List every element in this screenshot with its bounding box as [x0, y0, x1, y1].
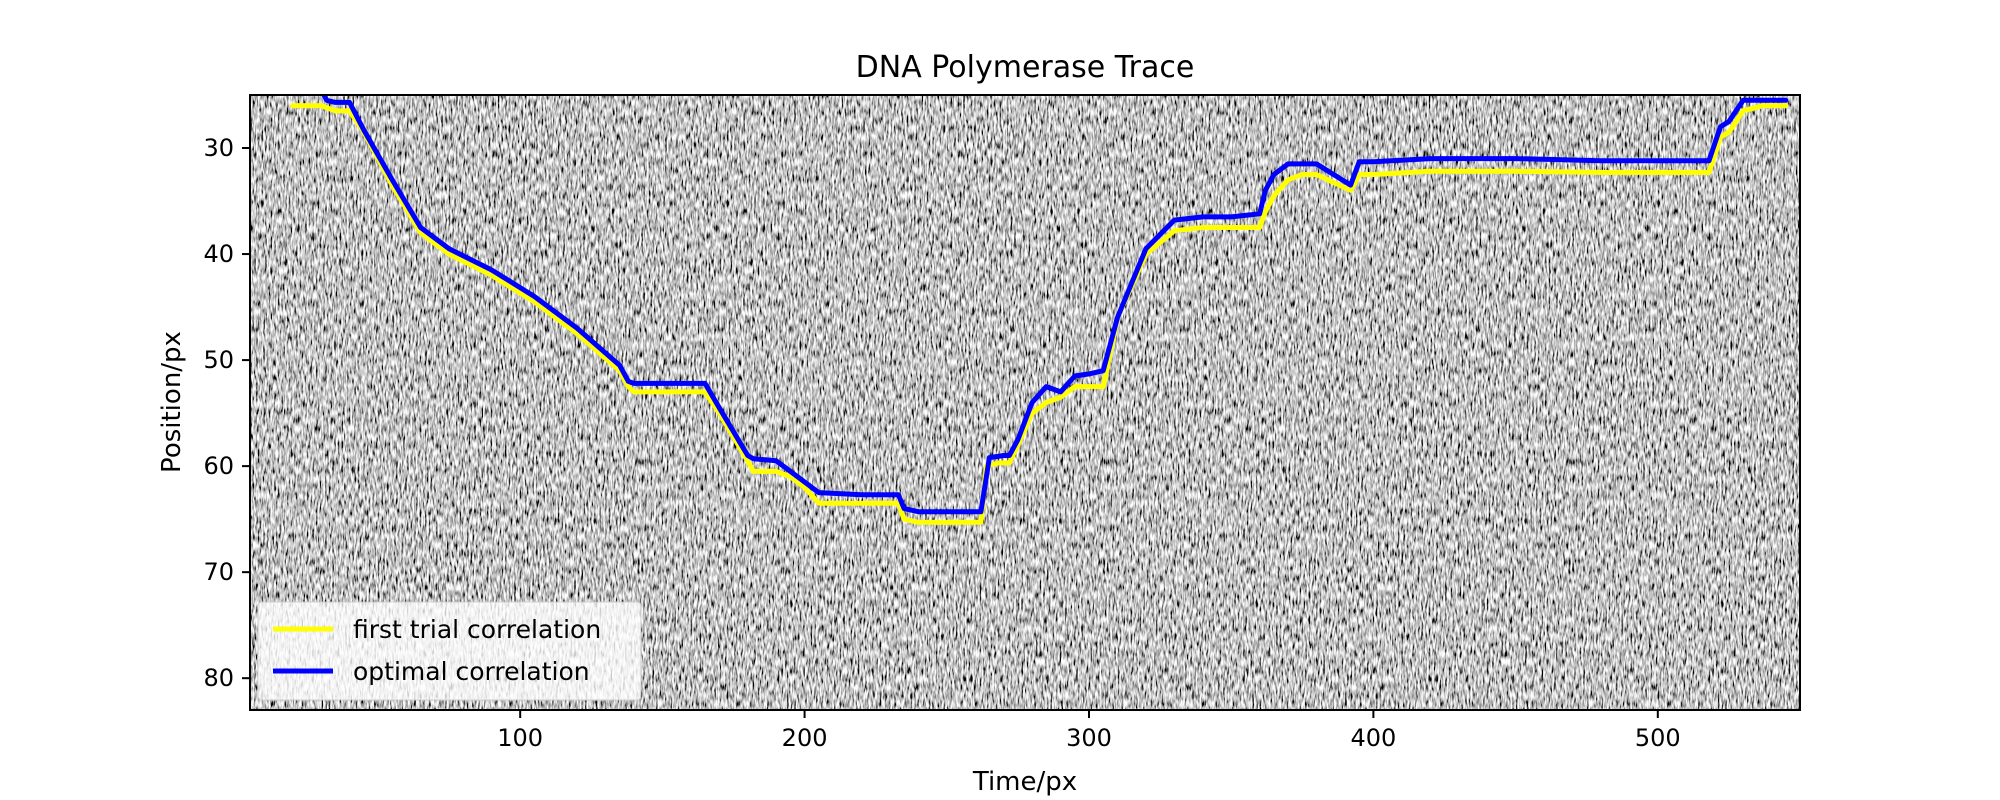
legend-box [257, 601, 642, 701]
legend-label-first-trial: first trial correlation [353, 615, 601, 644]
x-tick-label: 200 [782, 724, 828, 752]
y-tick-label: 60 [203, 452, 234, 480]
y-tick-label: 80 [203, 664, 234, 692]
y-axis-label: Position/px [157, 331, 187, 473]
series-layer [290, 95, 1789, 525]
y-tick-label: 70 [203, 558, 234, 586]
legend-label-optimal: optimal correlation [353, 657, 590, 686]
x-axis-label: Time/px [972, 767, 1077, 797]
x-tick-label: 500 [1635, 724, 1681, 752]
x-tick-label: 300 [1066, 724, 1112, 752]
x-tick-label: 400 [1350, 724, 1396, 752]
y-tick-label: 40 [203, 240, 234, 268]
y-tick-label: 30 [203, 134, 234, 162]
y-tick-label: 50 [203, 346, 234, 374]
x-tick-label: 100 [497, 724, 543, 752]
chart-title: DNA Polymerase Trace [856, 50, 1195, 85]
y-axis: 30 40 50 60 70 80 [203, 134, 250, 692]
plot-frame [249, 94, 1801, 711]
legend: first trial correlation optimal correlat… [257, 601, 642, 701]
series-line-first-trial [290, 103, 1789, 525]
series-line-optimal [321, 95, 1789, 515]
x-axis: 100 200 300 400 500 [497, 710, 1681, 752]
